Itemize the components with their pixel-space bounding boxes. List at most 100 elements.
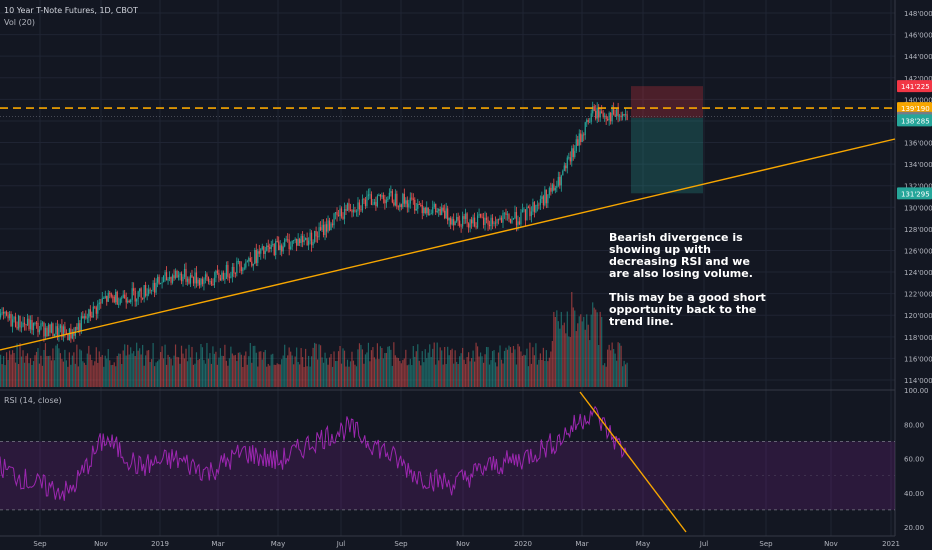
volume-bar (511, 352, 513, 387)
volume-bar (457, 364, 459, 387)
volume-bar (294, 356, 296, 387)
volume-bar (367, 342, 370, 387)
volume-bar (119, 353, 121, 387)
volume-bar (239, 352, 241, 387)
candle-body (569, 157, 571, 162)
candle-body (246, 261, 248, 263)
price-axis-label: 136'000 (904, 140, 932, 148)
time-axis-label: 2020 (514, 540, 532, 548)
volume-bar (254, 345, 256, 387)
volume-bar (565, 333, 567, 387)
candle-body (478, 214, 480, 216)
volume-bar (221, 355, 223, 387)
candle-body (290, 246, 292, 250)
time-axis-label: Sep (394, 540, 408, 548)
volume-bar (212, 346, 214, 387)
candle-body (601, 111, 603, 114)
volume-bar (515, 364, 518, 387)
candle-body (442, 207, 444, 211)
volume-bar (167, 354, 169, 387)
time-axis-label: Sep (33, 540, 47, 548)
candle-body (432, 207, 434, 214)
volume-bar (617, 342, 619, 387)
candle-body (520, 212, 522, 225)
volume-bar (611, 342, 613, 387)
candle-body (473, 217, 476, 227)
volume-bar (183, 358, 186, 387)
candle-body (49, 324, 51, 333)
candle-body (64, 326, 66, 333)
candle-body (490, 217, 492, 227)
volume-bar (319, 345, 322, 387)
volume-bar (336, 360, 338, 387)
candle-body (44, 327, 47, 337)
candle-body (314, 230, 316, 242)
candle-body (372, 204, 374, 206)
volume-bar (143, 365, 145, 387)
candle-body (272, 244, 274, 246)
volume-bar (530, 363, 533, 387)
rsi-trendline (579, 391, 687, 533)
volume-bar (312, 347, 314, 387)
candle-body (482, 217, 485, 225)
volume-bar (11, 350, 14, 387)
candle-body (614, 114, 616, 117)
candle-body (97, 304, 99, 314)
chart-title: 10 Year T-Note Futures, 1D, CBOT (4, 6, 138, 15)
time-axis-label: Jul (699, 540, 709, 548)
candle-body (384, 199, 386, 204)
volume-bar (182, 353, 184, 387)
volume-bar (533, 355, 535, 387)
candle-body (294, 238, 296, 241)
candle-body (435, 203, 437, 213)
candle-body (315, 230, 317, 237)
candle-body (438, 208, 440, 211)
volume-bar (40, 355, 42, 387)
candle-body (257, 251, 259, 263)
candle-body (342, 216, 344, 219)
volume-bar (584, 329, 586, 387)
volume-bar (179, 363, 181, 387)
volume-bar (22, 350, 24, 387)
price-axis-label: 142'000 (904, 75, 932, 83)
candle-body (535, 205, 537, 213)
candle-body (405, 200, 407, 204)
candle-body (319, 227, 322, 231)
candle-body (373, 201, 376, 205)
candle-body (203, 279, 205, 284)
volume-bar (148, 350, 150, 387)
candle-body (261, 246, 263, 250)
price-axis-label: 148'000 (904, 10, 932, 18)
candle-body (358, 202, 361, 210)
volume-bar (626, 362, 628, 387)
volume-bar (429, 344, 431, 387)
volume-bar (209, 353, 211, 387)
volume-bar (146, 350, 148, 387)
volume-bar (370, 350, 373, 387)
time-axis-label: Mar (211, 540, 224, 548)
candle-body (481, 216, 483, 218)
annotation-text[interactable]: Bearish divergence is showing up with de… (609, 232, 769, 340)
candle-body (215, 270, 217, 278)
volume-bar (103, 366, 105, 387)
volume-bar (191, 346, 193, 387)
candle-body (394, 193, 396, 206)
candle-body (538, 204, 540, 206)
candle-body (364, 199, 367, 206)
volume-bar (453, 363, 455, 387)
volume-bar (76, 344, 78, 387)
candle-body (502, 212, 504, 223)
candle-body (475, 226, 477, 228)
candle-body (453, 219, 455, 226)
candle-body (115, 291, 117, 303)
candle-body (198, 279, 201, 286)
volume-bar (161, 346, 163, 387)
volume-bar (472, 350, 474, 387)
volume-bar (396, 357, 398, 387)
volume-bar (203, 360, 205, 387)
candle-body (450, 217, 452, 225)
volume-bar (233, 355, 235, 387)
candle-body (388, 192, 390, 199)
candle-body (22, 322, 24, 327)
